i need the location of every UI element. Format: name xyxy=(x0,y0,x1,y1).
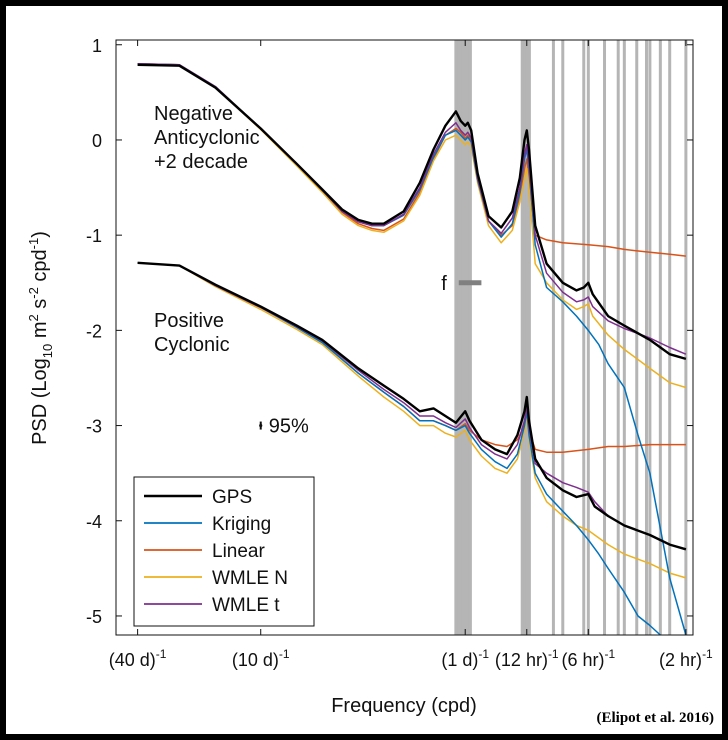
y-axis-title: PSD (Log10 m2 s-2 cpd-1) xyxy=(26,231,55,445)
x-tick-label: (40 d)-1 xyxy=(109,647,167,670)
x-tick-label: (6 hr)-1 xyxy=(561,647,615,670)
lower-group-annotation: Positive Cyclonic xyxy=(154,310,230,356)
lower-group-line-2: Cyclonic xyxy=(154,334,230,356)
psd-chart: 10-1-2-3-4-5(40 d)-1 (10 d)-1 (1 d)-1 (12 h… xyxy=(26,36,715,726)
legend: GPS Kriging Linear WMLE N WMLE t xyxy=(133,476,315,627)
upper-group-line-1: Negative xyxy=(154,103,233,125)
series-gps-upper xyxy=(137,63,687,361)
series-gps-lower xyxy=(137,261,687,551)
figure-frame: 1 0 -1 -2 -3 -4 -5 (40 d)-1 (10 d)-1 (1 d)-1 (12 h… xyxy=(6,6,722,734)
series-wmle-n-lower xyxy=(137,262,687,579)
x-axis-title: Frequency (cpd) xyxy=(331,695,477,717)
ci-label: 95% xyxy=(269,416,309,438)
upper-group-annotation: Negative Anticyclonic +2 decade xyxy=(154,103,260,173)
y-tick-label: -1 xyxy=(86,226,102,246)
lower-group-line-1: Positive xyxy=(154,310,224,332)
legend-label-wmle-t: WMLE t xyxy=(212,595,280,616)
legend-label-gps: GPS xyxy=(212,487,252,508)
ylabel-part-c: s xyxy=(29,299,51,315)
legend-label-wmle-n: WMLE N xyxy=(212,568,288,589)
ylabel-sup1: 2 xyxy=(26,314,41,321)
legend-label-kriging: Kriging xyxy=(212,514,271,535)
credit-text: (Elipot et al. 2016) xyxy=(597,710,715,726)
f-label: f xyxy=(441,273,447,295)
x-tick-label: (1 d)-1 xyxy=(441,647,489,670)
ci-marker xyxy=(259,421,263,430)
x-tick-label: (10 d)-1 xyxy=(232,647,290,670)
ylabel-sub: 10 xyxy=(40,344,55,358)
ylabel-sup3: -1 xyxy=(26,238,41,250)
y-tick-label: -4 xyxy=(86,512,102,532)
ylabel-part-a: PSD (Log xyxy=(29,358,51,445)
ylabel-part-b: m xyxy=(29,322,51,344)
x-tick-label: (2 hr)-1 xyxy=(659,647,713,670)
tidal-bands xyxy=(454,40,688,635)
ci-dot xyxy=(259,423,263,428)
axes xyxy=(115,39,694,636)
series-lines xyxy=(137,63,687,636)
y-tick-label: -5 xyxy=(86,607,102,627)
y-tick-label: -3 xyxy=(86,417,102,437)
legend-box xyxy=(133,476,315,627)
upper-group-line-2: Anticyclonic xyxy=(154,127,260,149)
upper-group-line-3: +2 decade xyxy=(154,151,248,173)
legend-label-linear: Linear xyxy=(212,541,265,562)
ylabel-part-d: cpd xyxy=(29,249,51,287)
ylabel-part-e: ) xyxy=(29,231,51,238)
y-tick-label: 1 xyxy=(92,36,102,56)
y-tick-label: -2 xyxy=(86,321,102,341)
y-tick-label: 0 xyxy=(92,131,102,151)
ylabel-sup2: -2 xyxy=(26,287,41,299)
series-kriging-lower xyxy=(137,262,661,636)
ticks: 1 0 -1 -2 -3 -4 -5 (40 d)-1 (10 d)-1 (1 d)-1 (12 h… xyxy=(86,36,713,670)
plot-box xyxy=(115,39,694,636)
x-tick-label: (12 hr)-1 xyxy=(495,647,559,670)
